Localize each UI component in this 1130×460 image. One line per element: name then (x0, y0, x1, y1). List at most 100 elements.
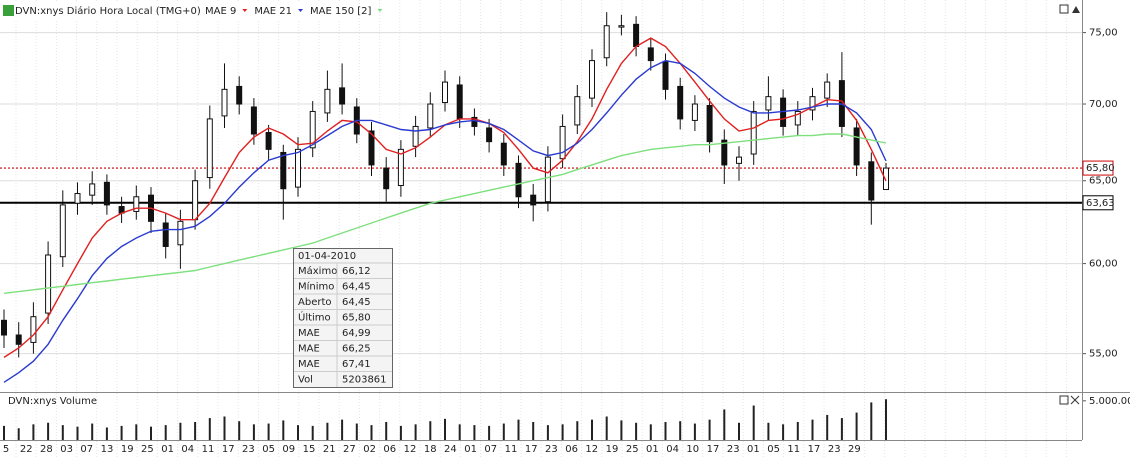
tooltip-label: MAE (298, 344, 320, 355)
x-tick-label: 5 (3, 444, 9, 455)
tooltip-value: 64,45 (342, 297, 371, 308)
volume-bar (164, 425, 167, 440)
x-tick-label: 06 (383, 444, 396, 455)
candle-body (103, 181, 110, 206)
candle-body (74, 193, 81, 204)
candle-body (206, 118, 213, 179)
candle-body (721, 139, 728, 166)
volume-bar (76, 426, 79, 440)
volume-bar (767, 422, 770, 440)
volume-bar (635, 422, 638, 440)
legend-entry[interactable]: MAE 21 (254, 6, 292, 17)
volume-bar (591, 419, 593, 440)
price-flag-label: 63,63 (1086, 198, 1115, 209)
x-tick-label: 10 (686, 444, 699, 455)
x-tick-label: 17 (525, 444, 538, 455)
volume-bar (502, 423, 505, 440)
volume-bar (91, 423, 94, 440)
tooltip-label: MAE (298, 328, 320, 339)
volume-bar (826, 414, 829, 440)
legend-bg (2, 3, 348, 19)
volume-bar (414, 424, 417, 440)
candle-body (412, 125, 419, 147)
volume-bar (693, 423, 696, 440)
tooltip-label: Vol (298, 375, 313, 386)
x-tick-label: 02 (363, 444, 376, 455)
y-tick-label: 75,00 (1089, 28, 1118, 39)
candle-body (618, 25, 625, 28)
tooltip-label: Máximo (298, 265, 337, 277)
volume-bar (429, 421, 432, 440)
legend-entry[interactable]: MAE 9 (205, 6, 236, 17)
volume-bar (223, 416, 226, 440)
price-flag (1082, 195, 1114, 211)
x-tick-label: 23 (545, 444, 558, 455)
x-tick-label: 05 (767, 444, 780, 455)
x-tick-label: 29 (848, 444, 861, 455)
volume-bar (855, 412, 858, 440)
candle-body (397, 148, 404, 187)
x-tick-label: 25 (626, 444, 639, 455)
x-tick-label: 23 (828, 444, 841, 455)
candle-body (59, 204, 66, 258)
maximize-button[interactable] (1059, 4, 1069, 14)
candle-body (192, 180, 199, 221)
volume-bar (546, 425, 549, 440)
price-flag-label: 65,80 (1086, 163, 1115, 174)
x-tick-label: 17 (222, 444, 235, 455)
volume-bar (370, 425, 373, 440)
collapse-button[interactable] (1072, 6, 1080, 13)
candle-body (589, 60, 595, 99)
volume-bar (620, 420, 623, 440)
volume-bar (179, 422, 182, 440)
y-tick-label: 5.000.000 (1089, 396, 1130, 407)
plot (0, 12, 1082, 440)
x-tick-label: 01 (747, 444, 760, 455)
candle-body (750, 110, 757, 155)
candle-body (30, 316, 37, 343)
x-tick-label: 18 (424, 444, 437, 455)
candle-body (559, 125, 566, 160)
volume-bar (488, 425, 491, 440)
x-tick-label: 09 (282, 444, 295, 455)
volume-bar (473, 425, 476, 440)
candle-body (265, 132, 272, 150)
window-controls (1059, 4, 1080, 405)
volume-bar (532, 421, 535, 440)
symbol-icon[interactable] (3, 5, 14, 16)
tooltip-label: Aberto (298, 297, 332, 308)
candle-body (486, 127, 493, 143)
close-button[interactable] (1070, 395, 1080, 405)
chart-title[interactable]: DVN:xnys Diário Hora Local (TMG+0) (15, 5, 201, 17)
candle-body (765, 96, 772, 111)
volume-title: DVN:xnys Volume (8, 396, 97, 407)
x-tick-label: 01 (464, 444, 477, 455)
volume-bar (3, 425, 5, 440)
x-tick-label: 22 (20, 444, 33, 455)
volume-bar (870, 402, 873, 440)
candle-body (133, 196, 140, 212)
volume-bar (605, 416, 608, 440)
x-tick-label: 13 (101, 444, 114, 455)
legend-dropdown (298, 9, 304, 12)
x-tick-label: 12 (585, 444, 598, 455)
volume-bar (252, 424, 255, 440)
volume-bar (649, 424, 652, 440)
volume-bar (341, 419, 344, 440)
legend-entry[interactable]: MAE 150 [2] (310, 6, 371, 17)
legend-dropdown (377, 9, 383, 12)
x-tick-label: 25 (141, 444, 154, 455)
volume-bar (135, 424, 138, 440)
tooltip-value: 5203861 (342, 375, 387, 386)
y-tick-label: 60,00 (1089, 259, 1118, 270)
volume-bar (355, 423, 358, 440)
candle-body (236, 85, 243, 105)
legend: DVN:xnys Diário Hora Local (TMG+0) MAE 9… (2, 3, 383, 19)
candle-body (1, 319, 7, 336)
candle-body (736, 156, 742, 164)
candle-body (324, 88, 331, 114)
legend-dropdown (242, 9, 248, 12)
volume-bar (61, 425, 64, 440)
maximize-button[interactable] (1059, 395, 1069, 405)
